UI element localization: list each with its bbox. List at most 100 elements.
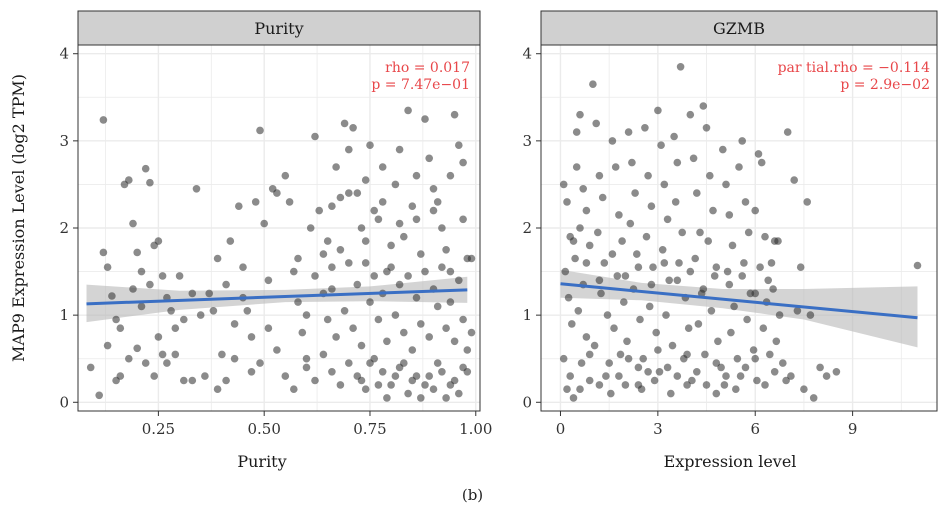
data-point: [378, 368, 387, 376]
data-point: [598, 193, 607, 202]
data-point: [673, 158, 682, 167]
data-point: [660, 259, 669, 267]
data-point: [722, 180, 730, 189]
data-point: [218, 350, 226, 359]
data-point: [738, 272, 746, 280]
panel-strip-title: GZMB: [713, 19, 765, 38]
data-point: [196, 311, 205, 319]
data-point: [751, 289, 759, 298]
data-point: [725, 211, 734, 219]
figure-caption: (b): [461, 486, 484, 504]
data-point: [710, 272, 719, 280]
data-point: [86, 363, 95, 372]
data-point: [639, 354, 647, 363]
data-point: [357, 224, 366, 232]
y-tick-label: 1: [522, 306, 532, 324]
data-point: [592, 119, 600, 128]
data-point: [374, 315, 383, 324]
data-point: [766, 350, 774, 359]
data-point: [607, 389, 615, 398]
data-point: [311, 272, 319, 280]
data-point: [678, 228, 686, 237]
data-point: [222, 376, 230, 385]
data-point: [645, 302, 654, 311]
data-point: [425, 154, 434, 163]
data-point: [154, 237, 163, 245]
data-point: [450, 110, 459, 119]
data-point: [137, 302, 146, 311]
data-point: [738, 137, 746, 145]
data-point: [239, 263, 247, 272]
data-point: [425, 372, 434, 380]
data-point: [787, 372, 795, 380]
data-point: [699, 102, 708, 110]
data-point: [686, 267, 695, 276]
data-point: [421, 267, 429, 276]
data-point: [391, 372, 400, 380]
x-tick-label: 0: [556, 420, 566, 438]
data-point: [357, 341, 366, 350]
data-point: [642, 232, 651, 241]
data-point: [146, 178, 154, 187]
data-point: [319, 350, 328, 359]
data-point: [450, 337, 459, 346]
data-point: [302, 354, 311, 363]
data-point: [574, 307, 583, 315]
data-point: [668, 341, 677, 350]
data-point: [353, 280, 362, 289]
data-point: [566, 372, 574, 380]
data-point: [611, 163, 620, 171]
data-point: [175, 272, 184, 280]
data-point: [370, 206, 379, 215]
data-point: [294, 298, 302, 306]
data-point: [816, 363, 824, 372]
data-point: [112, 376, 120, 385]
regression-line: [86, 288, 468, 306]
data-point: [608, 250, 617, 258]
data-point: [761, 381, 769, 389]
data-point: [761, 232, 769, 241]
data-point: [793, 307, 802, 315]
data-point: [349, 324, 357, 333]
data-point: [720, 381, 729, 389]
data-point: [647, 202, 656, 210]
data-point: [256, 359, 264, 367]
data-point: [689, 154, 698, 163]
data-point: [723, 267, 732, 276]
data-point: [628, 158, 636, 167]
data-point: [438, 263, 446, 272]
data-point: [641, 124, 649, 132]
x-tick-label: 6: [750, 420, 760, 438]
data-point: [693, 189, 701, 197]
data-point: [585, 376, 594, 385]
data-point: [751, 206, 759, 215]
data-point: [345, 259, 353, 267]
data-point: [774, 237, 782, 245]
data-point: [702, 381, 711, 389]
data-point: [171, 324, 180, 333]
data-point: [644, 368, 652, 376]
data-point: [306, 224, 315, 232]
data-point: [450, 376, 459, 385]
data-point: [383, 394, 391, 402]
axis-layer: 0 3 6 9 0 1 2 3 4: [522, 45, 857, 438]
data-point: [647, 280, 656, 289]
data-point: [340, 307, 349, 315]
data-point: [154, 333, 163, 341]
y-tick-label: 2: [522, 219, 532, 237]
panel-strip: [540, 10, 938, 46]
data-point: [463, 346, 472, 354]
data-point: [665, 276, 673, 285]
data-point: [623, 337, 631, 346]
data-point: [597, 289, 605, 298]
data-point: [429, 185, 438, 193]
x-tick-label: 0.50: [247, 420, 280, 438]
figure: MAP9 Expression Level (log2 TPM) Purity …: [9, 10, 938, 471]
data-point: [455, 389, 463, 398]
x-tick-label: 1.00: [459, 420, 492, 438]
data-point: [467, 328, 476, 337]
data-point: [756, 263, 764, 272]
data-point: [311, 376, 319, 385]
data-point: [608, 137, 617, 145]
data-point: [719, 145, 727, 154]
